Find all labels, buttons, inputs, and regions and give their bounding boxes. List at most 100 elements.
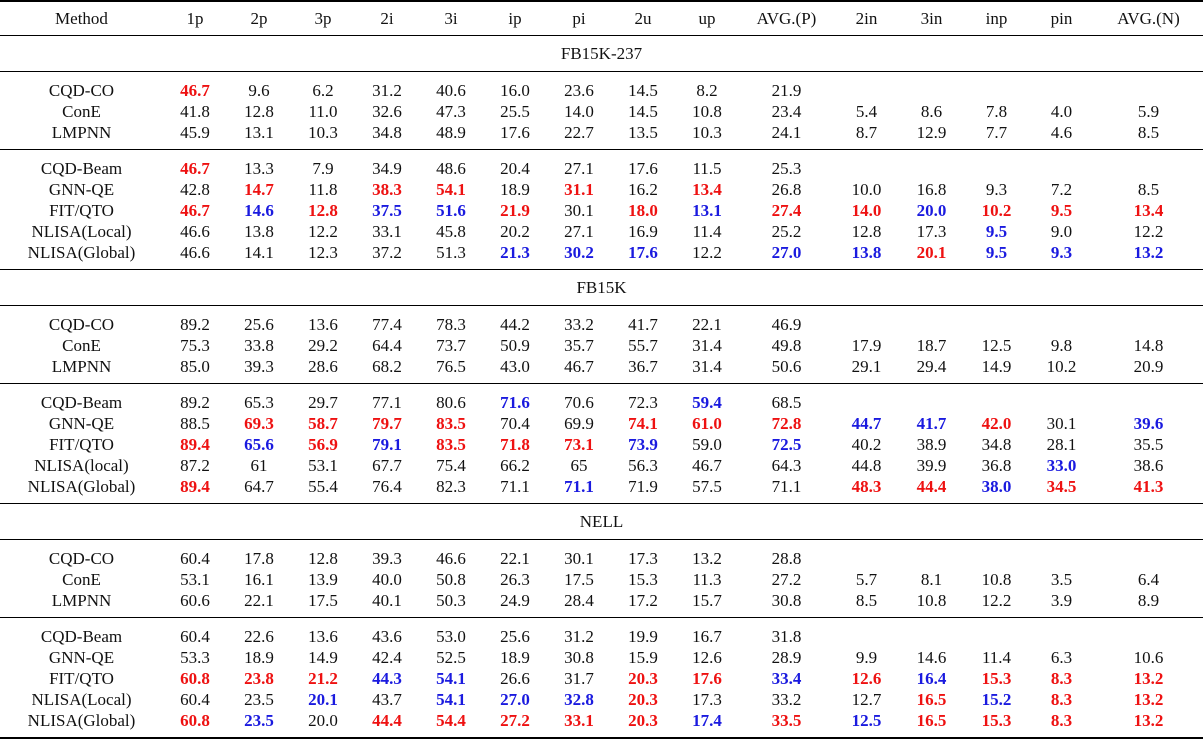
score-cell: 20.0	[916, 201, 947, 220]
row-group: CQD-Beam 46.7 13.3 7.9 34.9 48.6 20.4 27.1 17.6 1…	[0, 150, 1203, 270]
empty-cell	[834, 314, 899, 335]
score-cell: 56.3	[628, 456, 658, 475]
score-cell: 31.7	[564, 669, 594, 688]
table-row: ConE 41.8 12.8 11.0 32.6 47.3 25.5 14.0 14.5 10.8…	[0, 101, 1203, 122]
score-cell: 38.0	[981, 477, 1012, 496]
score-cell: 13.2	[692, 549, 722, 568]
empty-cell	[1094, 392, 1203, 413]
score-cell: 18.0	[628, 201, 658, 220]
score-cell: 60.4	[180, 627, 210, 646]
score-cell: 33.8	[244, 336, 274, 355]
empty-cell	[1029, 158, 1094, 179]
score-cell: 24.9	[500, 591, 530, 610]
score-cell: 45.8	[436, 222, 466, 241]
score-cell: 15.2	[981, 690, 1012, 709]
table-row: NLISA(local) 87.2 61 53.1 67.7 75.4 66.2 65 56.3…	[0, 455, 1203, 476]
score-cell: 43.0	[500, 357, 530, 376]
score-cell: 31.8	[771, 627, 802, 646]
score-cell: 83.5	[436, 435, 466, 454]
score-cell: 71.8	[500, 435, 530, 454]
score-cell: 16.8	[916, 180, 947, 199]
score-cell: 14.9	[981, 357, 1012, 376]
score-cell: 68.5	[771, 393, 802, 412]
empty-cell	[964, 626, 1029, 647]
score-cell: 64.4	[372, 336, 402, 355]
score-cell: 69.9	[564, 414, 594, 433]
score-cell: 89.2	[180, 315, 210, 334]
score-cell: 65.6	[244, 435, 274, 454]
score-cell: 46.6	[180, 243, 210, 262]
table-row: CQD-CO 60.4 17.8 12.8 39.3 46.6 22.1 30.1 17.3 13…	[0, 548, 1203, 569]
score-cell: 70.4	[500, 414, 530, 433]
score-cell: 34.8	[981, 435, 1012, 454]
score-cell: 9.5	[985, 222, 1008, 241]
score-cell: 27.1	[564, 222, 594, 241]
score-cell: 87.2	[180, 456, 210, 475]
method-name: NLISA(Global)	[27, 711, 136, 730]
column-header: up	[698, 9, 716, 28]
score-cell: 69.3	[244, 414, 274, 433]
score-cell: 31.1	[564, 180, 594, 199]
score-cell: 57.5	[692, 477, 722, 496]
score-cell: 17.9	[851, 336, 882, 355]
score-cell: 50.3	[436, 591, 466, 610]
score-cell: 53.0	[436, 627, 466, 646]
table-row: ConE 75.3 33.8 29.2 64.4 73.7 50.9 35.7 55.7 31.4…	[0, 335, 1203, 356]
empty-cell	[1029, 80, 1094, 101]
score-cell: 8.9	[1137, 591, 1160, 610]
score-cell: 25.2	[771, 222, 802, 241]
score-cell: 56.9	[308, 435, 338, 454]
empty-cell	[964, 548, 1029, 569]
score-cell: 61.0	[692, 414, 722, 433]
score-cell: 17.6	[628, 243, 658, 262]
score-cell: 14.8	[1133, 336, 1164, 355]
method-name: ConE	[62, 336, 101, 355]
score-cell: 32.6	[372, 102, 402, 121]
empty-cell	[834, 80, 899, 101]
column-header: 2u	[634, 9, 652, 28]
score-cell: 13.3	[244, 159, 274, 178]
score-cell: 38.6	[1133, 456, 1164, 475]
score-cell: 20.0	[308, 711, 338, 730]
table-row: CQD-CO 46.7 9.6 6.2 31.2 40.6 16.0 23.6 14.5 8.2 2…	[0, 80, 1203, 101]
score-cell: 9.9	[855, 648, 878, 667]
score-cell: 14.1	[244, 243, 274, 262]
score-cell: 46.6	[180, 222, 210, 241]
empty-cell	[1029, 314, 1094, 335]
score-cell: 12.2	[1133, 222, 1164, 241]
score-cell: 29.2	[308, 336, 338, 355]
score-cell: 61	[250, 456, 268, 475]
score-cell: 43.7	[372, 690, 402, 709]
table-row: CQD-Beam 46.7 13.3 7.9 34.9 48.6 20.4 27.1 17.6 1…	[0, 158, 1203, 179]
score-cell: 30.1	[564, 201, 594, 220]
score-cell: 48.3	[851, 477, 882, 496]
method-name: CQD-CO	[48, 549, 115, 568]
score-cell: 23.5	[244, 690, 274, 709]
score-cell: 71.1	[771, 477, 802, 496]
score-cell: 14.0	[564, 102, 594, 121]
score-cell: 44.4	[916, 477, 947, 496]
empty-cell	[964, 314, 1029, 335]
score-cell: 28.1	[1046, 435, 1077, 454]
method-name: FIT/QTO	[49, 435, 114, 454]
score-cell: 8.5	[1137, 180, 1160, 199]
score-cell: 27.0	[500, 690, 530, 709]
empty-cell	[1094, 314, 1203, 335]
empty-cell	[1094, 626, 1203, 647]
score-cell: 35.5	[1133, 435, 1164, 454]
column-header: 2in	[855, 9, 878, 28]
score-cell: 5.4	[855, 102, 878, 121]
score-cell: 14.7	[244, 180, 274, 199]
score-cell: 13.8	[244, 222, 274, 241]
score-cell: 74.1	[628, 414, 658, 433]
score-cell: 78.3	[436, 315, 466, 334]
score-cell: 36.7	[628, 357, 658, 376]
score-cell: 10.0	[851, 180, 882, 199]
score-cell: 12.7	[851, 690, 882, 709]
score-cell: 46.6	[436, 549, 466, 568]
score-cell: 10.8	[692, 102, 722, 121]
score-cell: 8.5	[1137, 123, 1160, 142]
score-cell: 8.2	[696, 81, 718, 100]
method-name: ConE	[62, 570, 101, 589]
score-cell: 6.4	[1137, 570, 1160, 589]
